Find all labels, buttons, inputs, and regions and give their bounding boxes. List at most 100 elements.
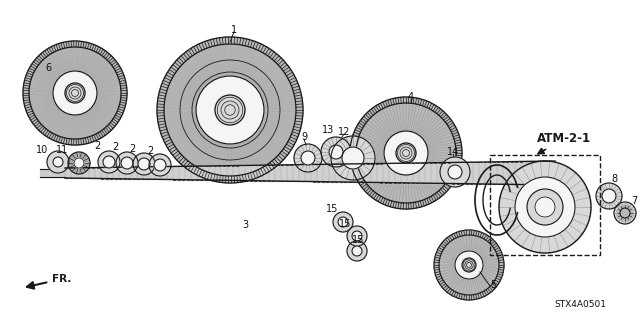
Text: 2: 2 bbox=[129, 144, 135, 154]
Bar bbox=[263, 165, 268, 181]
Bar bbox=[74, 168, 79, 178]
Bar bbox=[164, 167, 168, 179]
Text: 9: 9 bbox=[301, 132, 307, 142]
Circle shape bbox=[455, 251, 483, 279]
Circle shape bbox=[620, 208, 630, 218]
Bar bbox=[173, 167, 177, 180]
Circle shape bbox=[535, 197, 555, 217]
Bar bbox=[394, 163, 398, 183]
Bar bbox=[438, 163, 443, 183]
Circle shape bbox=[329, 145, 343, 159]
Bar bbox=[205, 166, 209, 180]
Bar bbox=[159, 167, 164, 179]
Circle shape bbox=[352, 246, 362, 256]
Text: 8: 8 bbox=[611, 174, 617, 184]
Bar bbox=[65, 168, 70, 178]
Circle shape bbox=[527, 189, 563, 225]
Bar bbox=[483, 162, 488, 184]
Bar bbox=[474, 162, 479, 184]
Circle shape bbox=[440, 157, 470, 187]
Circle shape bbox=[65, 83, 85, 103]
Circle shape bbox=[384, 131, 428, 175]
Bar bbox=[542, 161, 547, 185]
Circle shape bbox=[149, 154, 171, 176]
Circle shape bbox=[138, 158, 150, 170]
Bar bbox=[425, 163, 429, 183]
Bar bbox=[506, 162, 511, 184]
Circle shape bbox=[499, 161, 591, 253]
Bar bbox=[137, 167, 141, 179]
Text: 7: 7 bbox=[631, 196, 637, 206]
Text: 6: 6 bbox=[45, 63, 51, 73]
Bar bbox=[497, 162, 502, 184]
Circle shape bbox=[116, 152, 138, 174]
Bar bbox=[223, 166, 227, 180]
Bar bbox=[177, 167, 182, 180]
Bar bbox=[214, 166, 218, 180]
Bar bbox=[92, 167, 97, 178]
Circle shape bbox=[157, 37, 303, 183]
Bar bbox=[538, 161, 542, 185]
Circle shape bbox=[347, 226, 367, 246]
Bar bbox=[380, 164, 385, 182]
Circle shape bbox=[338, 217, 348, 227]
Bar bbox=[502, 162, 506, 184]
Bar bbox=[470, 162, 474, 184]
Bar bbox=[254, 165, 259, 181]
Bar bbox=[434, 163, 438, 183]
Circle shape bbox=[462, 258, 476, 272]
Bar bbox=[236, 166, 241, 181]
Bar bbox=[452, 162, 456, 183]
Bar bbox=[335, 164, 339, 182]
Bar bbox=[241, 166, 245, 181]
Bar bbox=[101, 167, 106, 179]
Bar bbox=[128, 167, 132, 179]
Circle shape bbox=[98, 151, 120, 173]
Text: 12: 12 bbox=[338, 127, 350, 137]
Circle shape bbox=[350, 97, 462, 209]
Circle shape bbox=[342, 147, 364, 169]
Text: 2: 2 bbox=[112, 142, 118, 152]
Bar bbox=[398, 163, 403, 183]
Text: 2: 2 bbox=[147, 146, 153, 156]
Bar bbox=[479, 162, 483, 184]
Bar bbox=[308, 165, 312, 182]
Circle shape bbox=[596, 183, 622, 209]
Circle shape bbox=[396, 143, 416, 163]
Circle shape bbox=[294, 144, 322, 172]
Text: 10: 10 bbox=[36, 145, 48, 155]
Circle shape bbox=[53, 71, 97, 115]
Bar bbox=[106, 167, 110, 179]
Bar bbox=[141, 167, 146, 179]
Bar bbox=[250, 165, 254, 181]
Circle shape bbox=[74, 158, 84, 168]
Bar bbox=[461, 162, 465, 184]
Text: 15: 15 bbox=[326, 204, 338, 214]
Bar bbox=[303, 165, 308, 182]
Bar bbox=[330, 164, 335, 182]
Bar bbox=[321, 164, 326, 182]
Bar bbox=[97, 167, 101, 178]
Bar bbox=[186, 166, 191, 180]
Bar bbox=[515, 161, 520, 184]
Bar bbox=[389, 163, 394, 183]
Text: ATM-2-1: ATM-2-1 bbox=[537, 131, 591, 145]
Bar bbox=[551, 161, 556, 185]
Bar bbox=[488, 162, 493, 184]
Circle shape bbox=[53, 157, 63, 167]
Text: 15: 15 bbox=[339, 219, 351, 229]
Circle shape bbox=[47, 151, 69, 173]
Bar bbox=[268, 165, 272, 181]
Bar bbox=[119, 167, 124, 179]
Bar bbox=[312, 165, 317, 182]
Bar bbox=[429, 163, 434, 183]
Circle shape bbox=[602, 189, 616, 203]
Bar bbox=[195, 166, 200, 180]
Text: 13: 13 bbox=[322, 125, 334, 135]
Circle shape bbox=[352, 231, 362, 241]
Circle shape bbox=[617, 205, 633, 221]
Bar bbox=[344, 164, 349, 182]
Circle shape bbox=[321, 137, 351, 167]
Circle shape bbox=[347, 241, 367, 261]
Circle shape bbox=[133, 153, 155, 175]
